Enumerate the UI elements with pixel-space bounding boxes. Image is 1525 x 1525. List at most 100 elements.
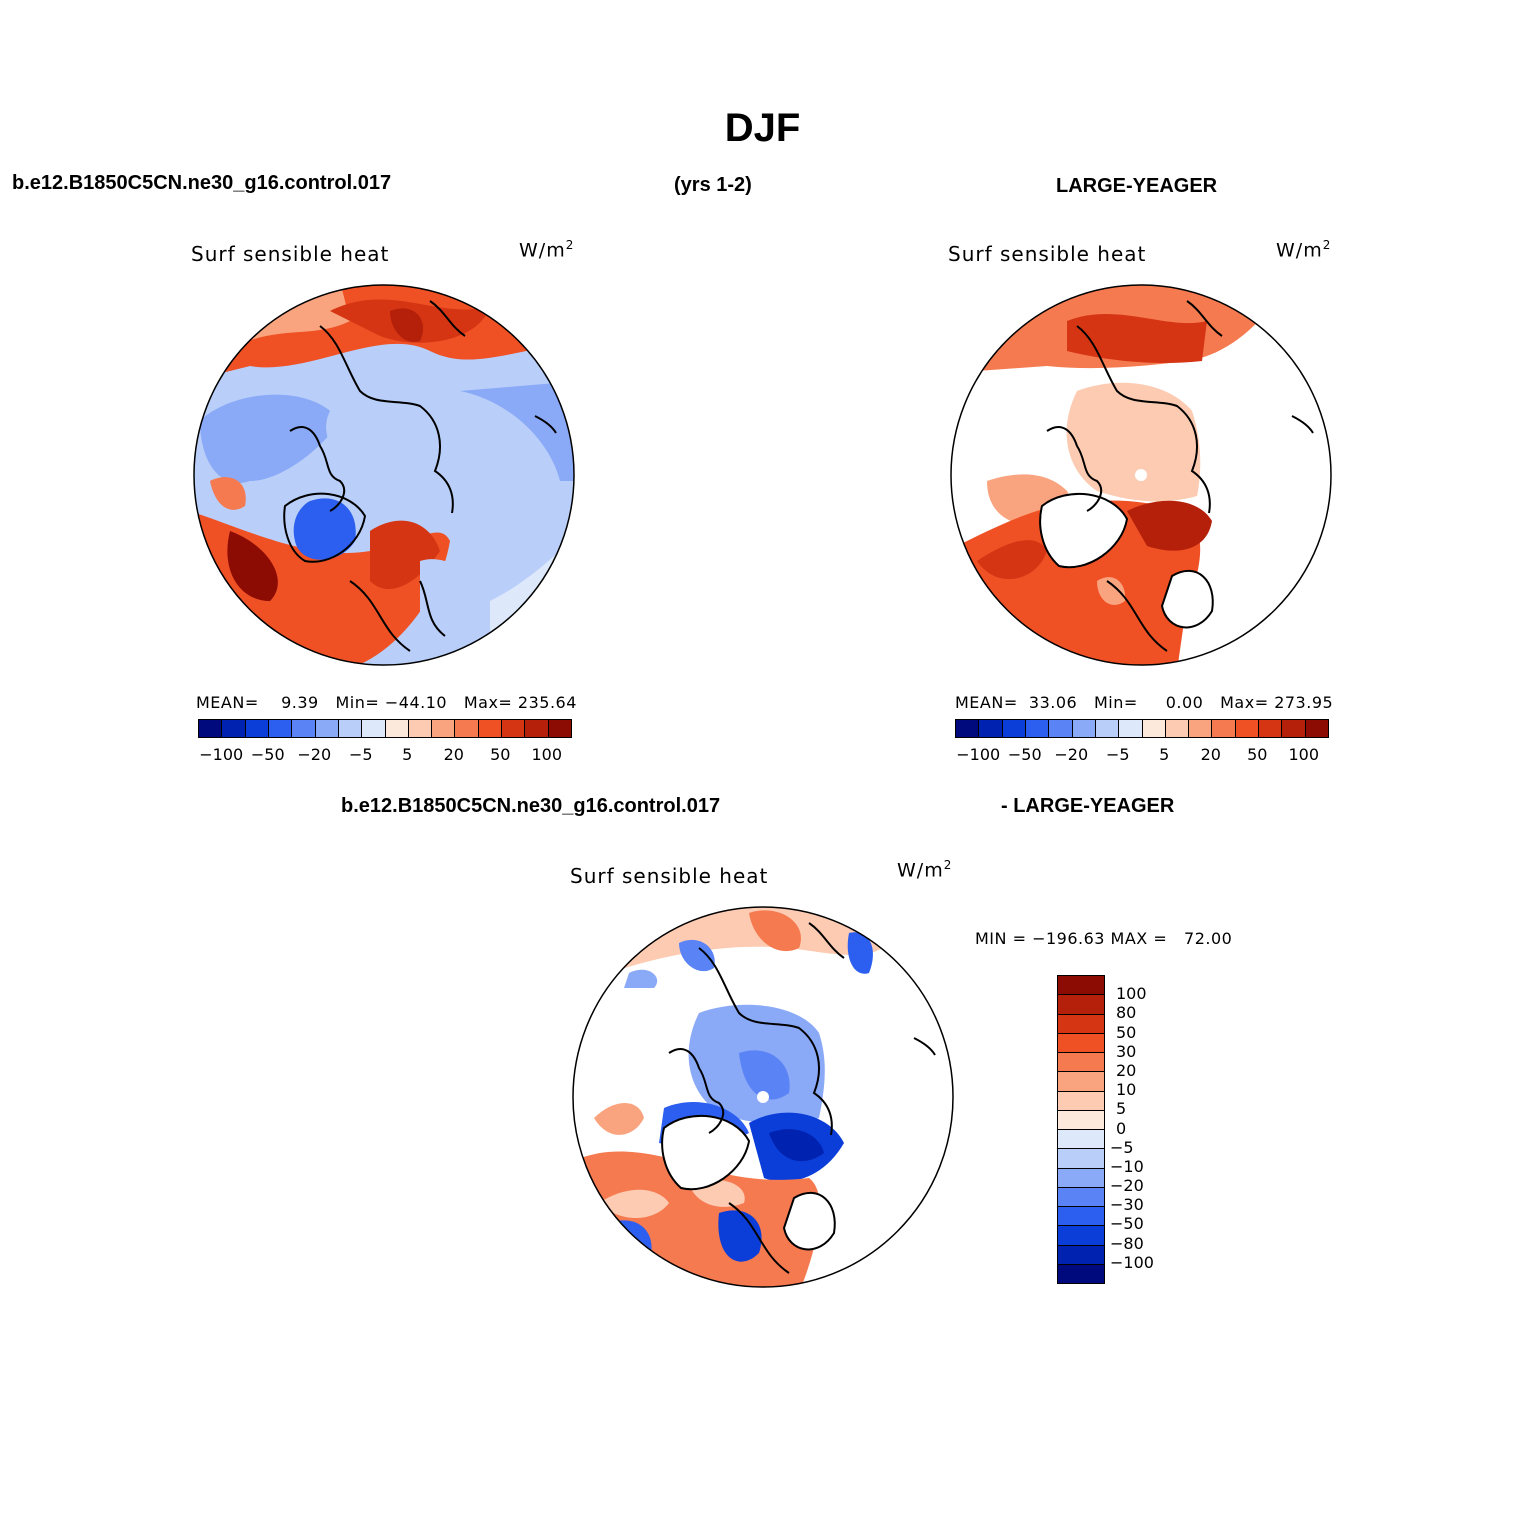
colorbar-swatch xyxy=(1058,976,1104,996)
colorbar-tick-label: −20 xyxy=(297,745,332,764)
colorbar-swatch xyxy=(1058,1207,1104,1227)
colorbar-swatch xyxy=(1049,720,1073,737)
colorbar-level-label: −30 xyxy=(1110,1195,1144,1215)
colorbar-level-label: −5 xyxy=(1110,1137,1134,1157)
colorbar-swatch xyxy=(292,720,316,737)
colorbar-swatch xyxy=(1058,1245,1104,1265)
colorbar-swatch xyxy=(1058,995,1104,1015)
colorbar-swatch xyxy=(1058,1014,1104,1034)
units-top-right: W/m2 xyxy=(1276,238,1332,262)
colorbar-swatch xyxy=(315,720,339,737)
colorbar-level-label: 100 xyxy=(1116,984,1147,1004)
polar-map-top-left xyxy=(193,284,575,666)
colorbar-swatch xyxy=(268,720,293,737)
colorbar-level-label: 0 xyxy=(1116,1118,1127,1138)
colorbar-tick-label: −5 xyxy=(348,745,373,764)
colorbar-ticks-top-left: −100 −50 −20 −5 5 20 50 100 xyxy=(198,745,570,765)
colorbar-swatch xyxy=(1058,1072,1104,1092)
colorbar-level-label: 20 xyxy=(1116,1060,1137,1080)
colorbar-swatch xyxy=(1095,720,1120,737)
colorbar-top-left xyxy=(198,719,572,738)
colorbar-swatch xyxy=(1305,720,1328,737)
units-bottom: W/m2 xyxy=(897,858,953,882)
colorbar-swatch xyxy=(1165,720,1190,737)
colorbar-swatch xyxy=(385,720,409,737)
colorbar-swatch xyxy=(245,720,269,737)
colorbar-tick-label: −100 xyxy=(956,745,1001,764)
colorbar-tick-label: −50 xyxy=(1007,745,1042,764)
units-top-left: W/m2 xyxy=(519,238,575,262)
diff-case-b: - LARGE-YEAGER xyxy=(1001,795,1175,817)
colorbar-swatch xyxy=(1058,1053,1104,1073)
colorbar-tick-label: −100 xyxy=(199,745,244,764)
colorbar-tick-label: 20 xyxy=(443,745,464,764)
colorbar-swatch xyxy=(1142,720,1166,737)
colorbar-swatch xyxy=(979,720,1003,737)
colorbar-tick-label: 5 xyxy=(402,745,413,764)
colorbar-ticks-top-right: −100 −50 −20 −5 5 20 50 100 xyxy=(955,745,1327,765)
colorbar-level-label: 10 xyxy=(1116,1080,1137,1100)
diff-case-a: b.e12.B1850C5CN.ne30_g16.control.017 xyxy=(341,795,721,817)
colorbar-tick-label: 50 xyxy=(490,745,511,764)
colorbar-level-label: 5 xyxy=(1116,1099,1127,1119)
panel-title-top-left: Surf sensible heat xyxy=(191,242,390,266)
colorbar-vertical xyxy=(1057,975,1105,1284)
colorbar-swatch xyxy=(1058,1110,1104,1130)
polar-map-difference xyxy=(572,906,954,1288)
panel-title-bottom: Surf sensible heat xyxy=(570,864,769,888)
colorbar-level-label: 30 xyxy=(1116,1041,1137,1061)
colorbar-tick-label: 100 xyxy=(531,745,563,764)
colorbar-level-label: 80 xyxy=(1116,1003,1137,1023)
colorbar-tick-label: 100 xyxy=(1288,745,1320,764)
case-name-left: b.e12.B1850C5CN.ne30_g16.control.017 xyxy=(12,172,392,194)
colorbar-swatch xyxy=(408,720,433,737)
colorbar-swatch xyxy=(338,720,363,737)
colorbar-swatch xyxy=(1282,720,1306,737)
colorbar-swatch xyxy=(199,720,223,737)
colorbar-swatch xyxy=(1058,1130,1104,1150)
panel-title-top-right: Surf sensible heat xyxy=(948,242,1147,266)
polar-map-top-right xyxy=(950,284,1332,666)
colorbar-swatch xyxy=(1058,1149,1104,1169)
case-name-right: LARGE-YEAGER xyxy=(1056,175,1218,197)
colorbar-swatch xyxy=(1058,1264,1104,1283)
colorbar-swatch xyxy=(455,720,479,737)
colorbar-tick-label: 50 xyxy=(1247,745,1268,764)
colorbar-level-label: −10 xyxy=(1110,1156,1144,1176)
colorbar-tick-label: −50 xyxy=(250,745,285,764)
colorbar-swatch xyxy=(432,720,456,737)
colorbar-swatch xyxy=(1002,720,1026,737)
colorbar-swatch xyxy=(525,720,549,737)
colorbar-tick-label: 5 xyxy=(1159,745,1170,764)
colorbar-swatch xyxy=(362,720,386,737)
colorbar-level-label: −50 xyxy=(1110,1214,1144,1234)
colorbar-swatch xyxy=(1058,1033,1104,1053)
colorbar-swatch xyxy=(1072,720,1096,737)
colorbar-swatch xyxy=(478,720,503,737)
colorbar-swatch xyxy=(1235,720,1260,737)
colorbar-level-label: −20 xyxy=(1110,1176,1144,1196)
colorbar-swatch xyxy=(1058,1091,1104,1111)
colorbar-swatch xyxy=(222,720,246,737)
colorbar-swatch xyxy=(502,720,526,737)
colorbar-swatch xyxy=(548,720,571,737)
colorbar-tick-label: −5 xyxy=(1105,745,1130,764)
colorbar-swatch xyxy=(956,720,980,737)
stats-top-right: MEAN= 33.06 Min= 0.00 Max= 273.95 xyxy=(955,693,1334,712)
figure-title: DJF xyxy=(724,106,801,150)
colorbar-swatch xyxy=(1212,720,1236,737)
colorbar-swatch xyxy=(1189,720,1213,737)
colorbar-level-label: −100 xyxy=(1110,1252,1154,1272)
colorbar-swatch xyxy=(1025,720,1050,737)
colorbar-level-label: 50 xyxy=(1116,1022,1137,1042)
colorbar-tick-label: 20 xyxy=(1200,745,1221,764)
colorbar-swatch xyxy=(1259,720,1283,737)
colorbar-tick-label: −20 xyxy=(1054,745,1089,764)
stats-top-left: MEAN= 9.39 Min= −44.10 Max= 235.64 xyxy=(196,693,577,712)
colorbar-top-right xyxy=(955,719,1329,738)
colorbar-swatch xyxy=(1119,720,1143,737)
colorbar-level-label: −80 xyxy=(1110,1233,1144,1253)
colorbar-swatch xyxy=(1058,1226,1104,1246)
colorbar-swatch xyxy=(1058,1187,1104,1207)
minmax-bottom: MIN = −196.63 MAX = 72.00 xyxy=(975,929,1233,948)
